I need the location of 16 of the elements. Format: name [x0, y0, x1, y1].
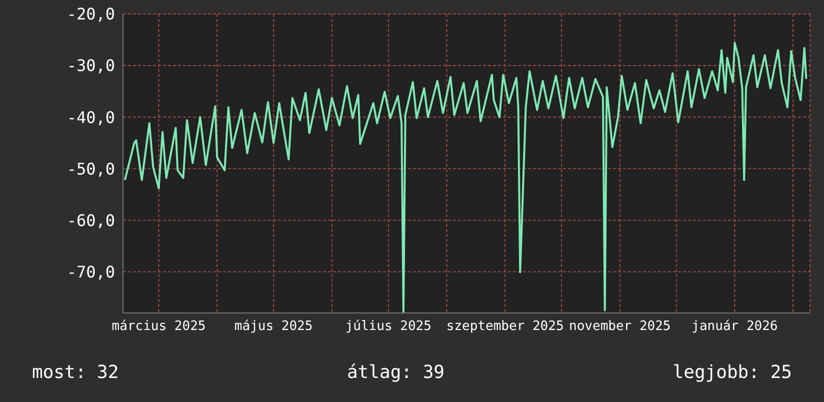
x-tick-label: március 2025 [112, 319, 206, 334]
y-tick-label: -30,0 [66, 56, 115, 76]
x-tick-label: szeptember 2025 [446, 319, 564, 334]
y-tick-label: -40,0 [66, 108, 115, 127]
x-tick-label: május 2025 [234, 319, 313, 334]
text: átlag: 39 [346, 362, 445, 383]
y-tick-label: -70,0 [66, 262, 115, 282]
x-tick-label: január 2026 [692, 319, 778, 334]
y-tick-label: -20,0 [66, 4, 115, 24]
y-tick-label: -60,0 [66, 210, 115, 230]
text: most: 32 [32, 362, 119, 383]
x-tick-label: július 2025 [345, 319, 432, 334]
y-tick-label: -50,0 [66, 159, 115, 178]
x-tick-label: november 2025 [569, 319, 671, 334]
text: legjobb: 25 [672, 362, 792, 383]
line-series [124, 42, 808, 313]
